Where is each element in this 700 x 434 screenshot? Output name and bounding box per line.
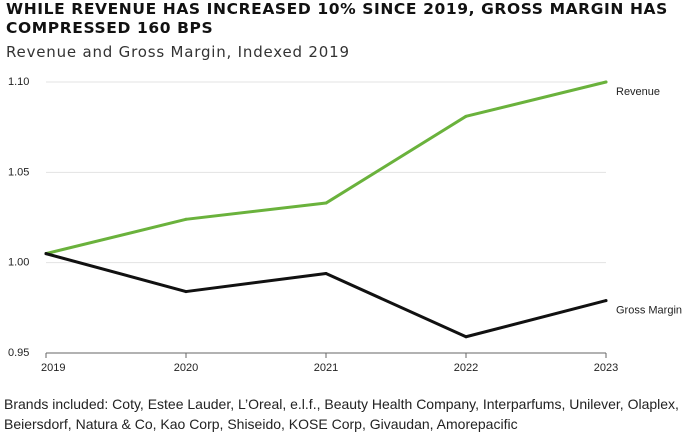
y-tick-label: 1.10 — [8, 76, 29, 88]
gross-margin-label: Gross Margin — [616, 305, 682, 317]
y-tick-label: 0.95 — [8, 347, 29, 359]
x-tick-label: 2019 — [41, 362, 65, 374]
x-tick-label: 2020 — [174, 362, 198, 374]
revenue-point — [184, 217, 188, 221]
chart-headline: WHILE REVENUE HAS INCREASED 10% SINCE 20… — [6, 0, 668, 37]
y-tick-label: 1.05 — [8, 166, 29, 178]
x-tick-label: 2021 — [314, 362, 338, 374]
gross-margin-point — [184, 290, 188, 294]
chart-title: Revenue and Gross Margin, Indexed 2019 — [6, 43, 350, 61]
revenue-point — [464, 114, 468, 118]
revenue-point — [604, 80, 608, 84]
gross-margin-point — [324, 272, 328, 276]
grid-layer — [46, 81, 606, 354]
gross-margin-point — [44, 252, 48, 256]
revenue-line — [44, 80, 608, 256]
series-layer — [44, 80, 608, 339]
revenue-point — [324, 201, 328, 205]
revenue-label: Revenue — [616, 86, 660, 98]
gross-margin-point — [604, 299, 608, 303]
axis-layer: 0.95 1.00 1.05 1.10 2019 2020 2021 2022 2023 — [8, 76, 618, 374]
brands-footnote: Brands included: Coty, Estee Lauder, L’O… — [4, 396, 679, 432]
x-tick-label: 2023 — [594, 362, 618, 374]
gross-margin-line — [44, 252, 608, 339]
y-tick-label: 1.00 — [8, 257, 29, 269]
label-layer: Revenue Gross Margin — [616, 86, 682, 317]
x-tick-label: 2022 — [454, 362, 478, 374]
gross-margin-point — [464, 335, 468, 339]
